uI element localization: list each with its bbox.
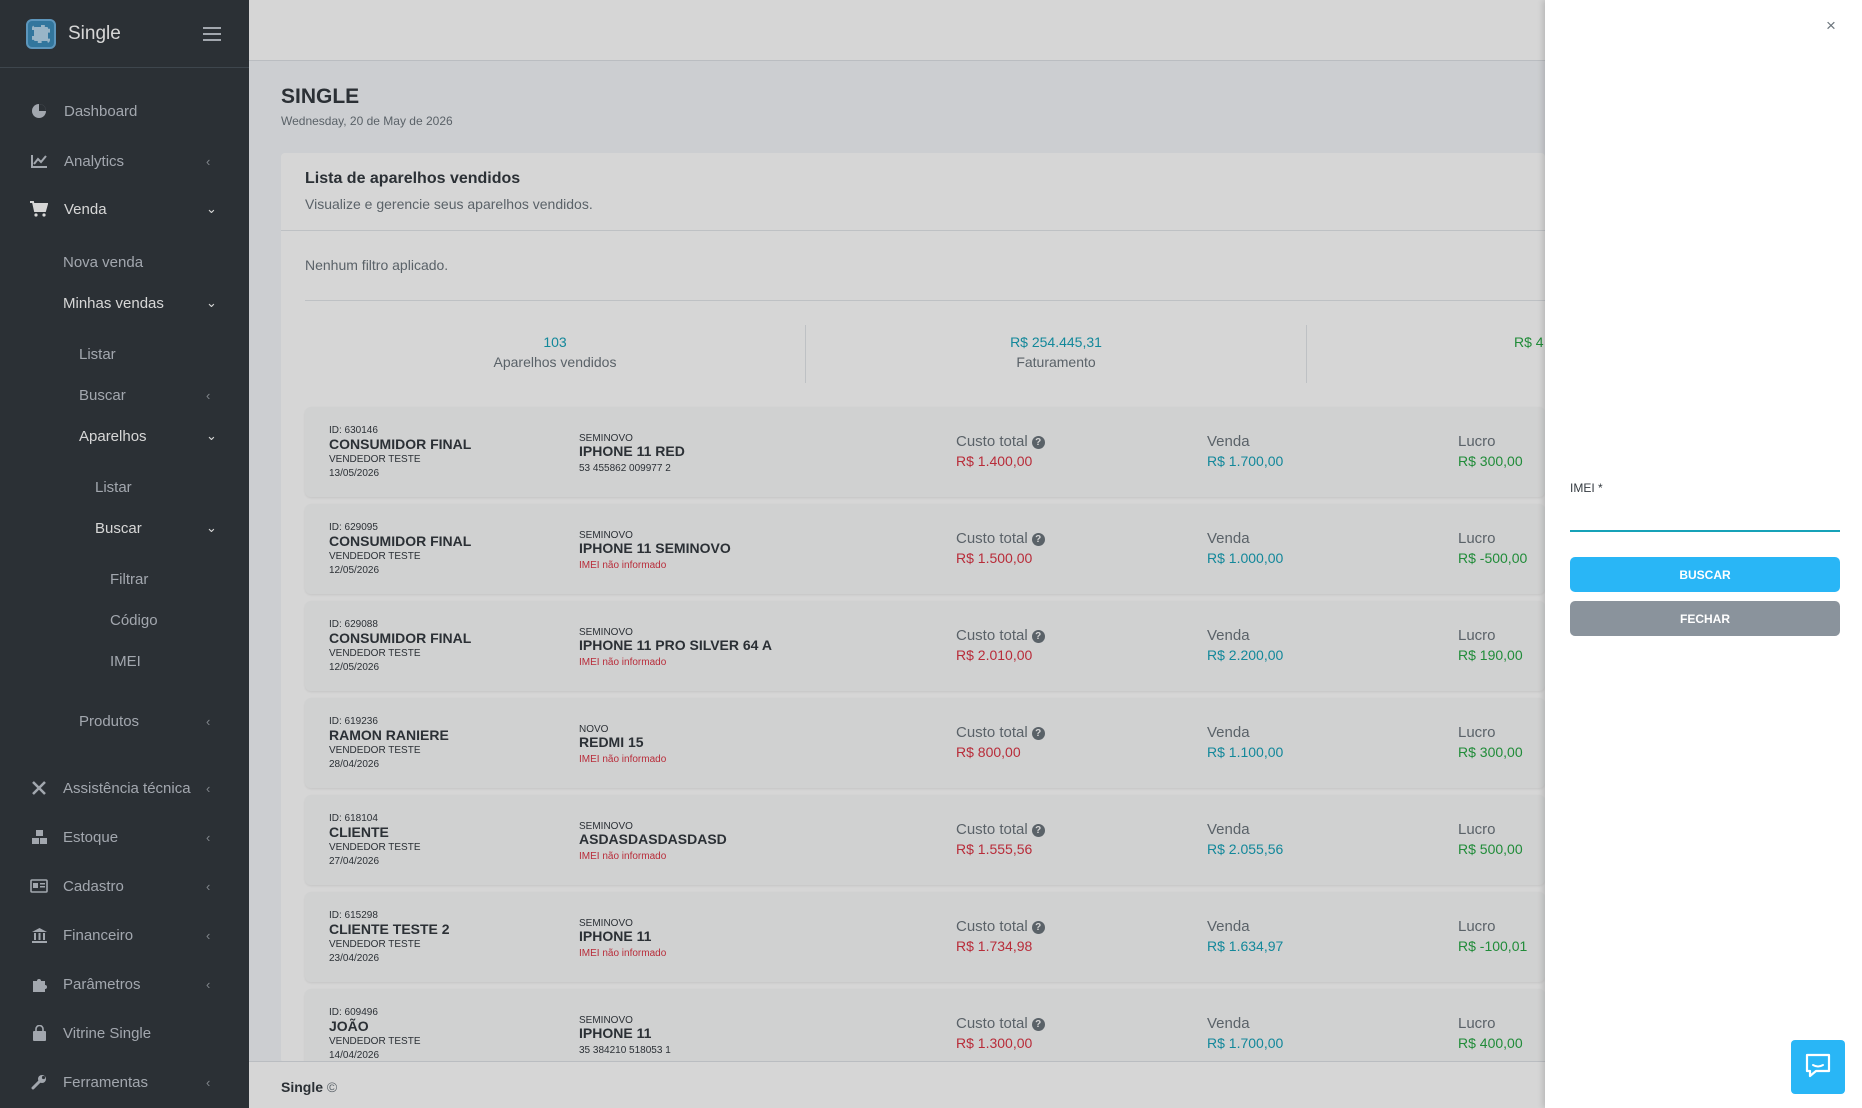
- sidebar-item-listar-aparelhos[interactable]: Listar: [95, 478, 132, 496]
- card-subtitle: Visualize e gerencie seus aparelhos vend…: [305, 196, 593, 212]
- client-name: JOÃO: [329, 1018, 369, 1034]
- menu-toggle-icon[interactable]: [203, 27, 221, 41]
- sale-row[interactable]: ID: 619236 RAMON RANIERE VENDEDOR TESTE …: [305, 698, 1545, 788]
- chevron-left-icon: ‹: [206, 387, 211, 403]
- fechar-button[interactable]: FECHAR: [1570, 601, 1840, 636]
- chevron-left-icon: ‹: [206, 976, 211, 992]
- close-icon[interactable]: ×: [1826, 16, 1836, 35]
- stat-revenue: R$ 254.445,31 Faturamento: [1010, 334, 1102, 370]
- sidebar-item-parametros[interactable]: Parâmetros ‹: [0, 964, 249, 1004]
- chevron-left-icon: ‹: [206, 780, 211, 796]
- brand-name: Single: [68, 22, 121, 44]
- sidebar-item-minhas-vendas[interactable]: Minhas vendas ⌄: [63, 294, 217, 312]
- help-icon[interactable]: ?: [1031, 630, 1045, 643]
- sidebar-item-buscar-aparelhos[interactable]: Buscar ⌄: [95, 519, 217, 537]
- puzzle-icon: [30, 975, 48, 993]
- sidebar-item-nova-venda[interactable]: Nova venda: [63, 253, 144, 271]
- sidebar-item-vitrine-single[interactable]: Vitrine Single: [0, 1013, 249, 1053]
- sidebar-item-codigo[interactable]: Código: [110, 611, 158, 629]
- brand-logo-icon: [26, 18, 56, 49]
- chat-button[interactable]: [1791, 1040, 1845, 1094]
- client-name: CONSUMIDOR FINAL: [329, 533, 472, 549]
- chevron-left-icon: ‹: [206, 878, 211, 894]
- client-name: CLIENTE TESTE 2: [329, 921, 450, 937]
- sidebar: Single Dashboard Analytics ‹ Venda ⌄ Nov…: [0, 0, 249, 1108]
- chevron-down-icon: ⌄: [206, 201, 217, 216]
- bank-icon: [30, 926, 48, 944]
- sidebar-item-financeiro[interactable]: Financeiro ‹: [0, 915, 249, 955]
- help-icon[interactable]: ?: [1031, 533, 1045, 546]
- client-name: CONSUMIDOR FINAL: [329, 630, 472, 646]
- help-icon[interactable]: ?: [1031, 824, 1045, 837]
- sale-row[interactable]: ID: 629088 CONSUMIDOR FINAL VENDEDOR TES…: [305, 601, 1545, 691]
- buscar-button[interactable]: BUSCAR: [1570, 557, 1840, 592]
- product-name: REDMI 15: [579, 734, 644, 750]
- divider: [805, 325, 806, 383]
- page-date: Wednesday, 20 de May de 2026: [281, 114, 453, 128]
- imei-label: IMEI *: [1570, 481, 1603, 495]
- help-icon[interactable]: ?: [1031, 436, 1045, 449]
- sale-row[interactable]: ID: 629095 CONSUMIDOR FINAL VENDEDOR TES…: [305, 504, 1545, 594]
- wrench-icon: [30, 1073, 48, 1091]
- sidebar-item-produtos[interactable]: Produtos ‹: [79, 712, 211, 730]
- sidebar-item-aparelhos[interactable]: Aparelhos ⌄: [79, 427, 217, 445]
- sidebar-item-estoque[interactable]: Estoque ‹: [0, 817, 249, 857]
- imei-input[interactable]: [1570, 506, 1840, 532]
- filter-status: Nenhum filtro aplicado.: [305, 257, 449, 273]
- modal-backdrop[interactable]: [0, 0, 1545, 1108]
- help-icon[interactable]: ?: [1031, 1018, 1045, 1031]
- client-name: CONSUMIDOR FINAL: [329, 436, 472, 452]
- sidebar-item-filtrar[interactable]: Filtrar: [110, 570, 149, 588]
- page-title: SINGLE: [281, 85, 360, 108]
- product-name: ASDASDASDASDASD: [579, 831, 727, 847]
- chat-icon: [1804, 1052, 1832, 1083]
- sidebar-item-listar-vendas[interactable]: Listar: [79, 345, 116, 363]
- sidebar-item-venda[interactable]: Venda ⌄: [0, 189, 249, 229]
- product-name: IPHONE 11 SEMINOVO: [579, 540, 731, 556]
- divider: [281, 230, 1545, 231]
- sidebar-item-imei[interactable]: IMEI: [110, 652, 141, 670]
- sale-row[interactable]: ID: 618104 CLIENTE VENDEDOR TESTE 27/04/…: [305, 795, 1545, 885]
- tools-icon: [30, 779, 48, 797]
- top-navbar: [249, 0, 1545, 61]
- client-name: RAMON RANIERE: [329, 727, 449, 743]
- product-name: IPHONE 11 RED: [579, 443, 685, 459]
- cart-icon: [30, 200, 48, 218]
- stat-devices-sold: 103 Aparelhos vendidos: [493, 334, 617, 370]
- sidebar-item-dashboard[interactable]: Dashboard: [0, 91, 249, 131]
- footer: [249, 1061, 1545, 1108]
- brand[interactable]: Single: [0, 0, 249, 68]
- sale-row[interactable]: ID: 615298 CLIENTE TESTE 2 VENDEDOR TEST…: [305, 892, 1545, 982]
- client-name: CLIENTE: [329, 824, 389, 840]
- sidebar-item-assistencia-tecnica[interactable]: Assistência técnica ‹: [0, 768, 249, 808]
- id-card-icon: [30, 877, 48, 895]
- help-icon[interactable]: ?: [1031, 727, 1045, 740]
- product-name: IPHONE 11 PRO SILVER 64 A: [579, 637, 772, 653]
- shopping-bag-icon: [30, 1024, 48, 1042]
- sidebar-item-buscar-vendas[interactable]: Buscar ‹: [79, 386, 211, 404]
- sidebar-item-ferramentas[interactable]: Ferramentas ‹: [0, 1062, 249, 1102]
- chevron-down-icon: ⌄: [206, 295, 217, 310]
- chevron-down-icon: ⌄: [206, 520, 217, 535]
- cubes-icon: [30, 828, 48, 846]
- chevron-left-icon: ‹: [206, 713, 211, 729]
- sidebar-item-analytics[interactable]: Analytics ‹: [0, 141, 249, 181]
- divider: [1306, 325, 1307, 383]
- card-title: Lista de aparelhos vendidos: [305, 170, 521, 187]
- sidebar-item-cadastro[interactable]: Cadastro ‹: [0, 866, 249, 906]
- imei-search-panel: [1545, 0, 1862, 1108]
- sale-row[interactable]: ID: 630146 CONSUMIDOR FINAL VENDEDOR TES…: [305, 407, 1545, 497]
- chevron-left-icon: ‹: [206, 927, 211, 943]
- product-name: IPHONE 11: [579, 1025, 652, 1041]
- divider: [305, 300, 1545, 301]
- product-name: IPHONE 11: [579, 928, 652, 944]
- help-icon[interactable]: ?: [1031, 921, 1045, 934]
- chevron-down-icon: ⌄: [206, 428, 217, 443]
- footer-text: Single ©: [281, 1079, 338, 1095]
- chevron-left-icon: ‹: [206, 829, 211, 845]
- chart-pie-icon: [30, 102, 48, 120]
- chevron-left-icon: ‹: [206, 1074, 211, 1090]
- chevron-left-icon: ‹: [206, 153, 211, 169]
- chart-line-icon: [30, 152, 48, 170]
